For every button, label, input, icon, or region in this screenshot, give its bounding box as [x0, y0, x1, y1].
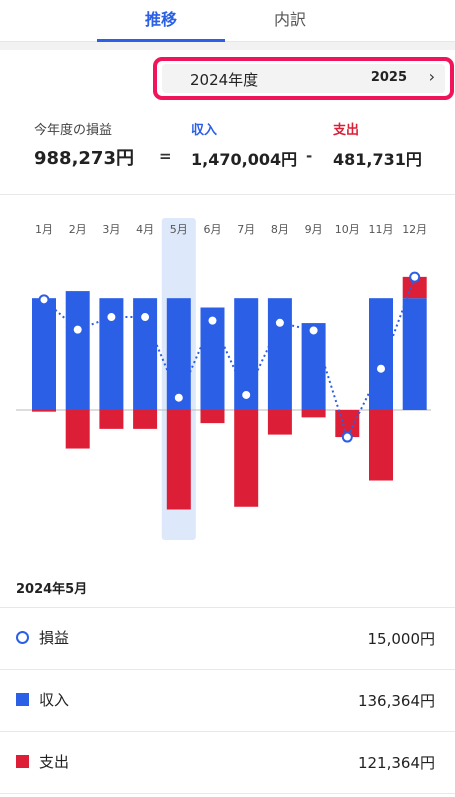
current-year-label: 2024年度 — [190, 71, 259, 89]
detail-row-income: 収入 136,364円 — [0, 669, 455, 731]
profit-point — [38, 294, 50, 306]
tab-bar: 推移 内訳 — [0, 0, 455, 42]
detail-profit-label: 損益 — [39, 629, 70, 647]
month-tick-label: 8月 — [271, 223, 289, 236]
profit-point — [309, 326, 318, 335]
expense-bar — [65, 410, 90, 449]
summary-divider — [0, 194, 455, 195]
income-bar — [369, 298, 393, 410]
profit-point — [141, 313, 150, 322]
minus-sign: - — [306, 147, 313, 165]
income-label: 収入 — [191, 123, 218, 138]
expense-square-icon — [16, 755, 29, 768]
profit-marker-icon — [16, 631, 29, 644]
profit-point — [107, 313, 116, 322]
active-tab-indicator — [97, 39, 225, 42]
income-square-icon — [16, 693, 29, 706]
month-tick-label: 7月 — [237, 223, 255, 236]
income-bar — [65, 291, 90, 410]
profit-point — [341, 431, 353, 443]
section-gap — [0, 42, 455, 50]
detail-income-label: 収入 — [39, 691, 70, 709]
income-bar — [267, 298, 292, 410]
month-tick-label: 9月 — [305, 223, 323, 236]
profit-point — [174, 393, 183, 402]
expense-value: 481,731円 — [333, 150, 422, 169]
detail-expense-label: 支出 — [39, 753, 70, 771]
fiscal-year-selector[interactable]: 2024年度 2025 › — [153, 57, 454, 100]
expense-bar — [166, 410, 191, 510]
detail-expense-value: 121,364円 — [357, 754, 435, 772]
expense-bar — [99, 410, 124, 429]
month-tick-label: 12月 — [402, 223, 427, 236]
expense-bar — [200, 410, 225, 424]
month-tick-label: 3月 — [102, 223, 120, 236]
profit-point — [73, 325, 82, 334]
profit-label: 今年度の損益 — [34, 123, 113, 138]
selected-month-title: 2024年5月 — [16, 582, 88, 597]
profit-point — [377, 364, 385, 373]
detail-row-expense: 支出 121,364円 — [0, 731, 455, 793]
profit-point — [275, 318, 284, 327]
expense-label: 支出 — [333, 123, 360, 138]
income-bar — [166, 298, 191, 410]
detail-row-profit: 損益 15,000円 — [0, 607, 455, 669]
year-selector-inner: 2024年度 2025 › — [162, 64, 445, 93]
month-tick-label: 2月 — [69, 223, 87, 236]
income-value: 1,470,004円 — [191, 150, 298, 169]
month-tick-label: 4月 — [136, 223, 154, 236]
month-tick-label: 11月 — [369, 223, 394, 236]
profit-trend-line — [43, 276, 416, 440]
expense-bar — [133, 410, 158, 429]
profit-point — [409, 271, 421, 283]
profit-point — [208, 316, 217, 325]
profit-point — [242, 390, 251, 399]
profit-value: 988,273円 — [34, 148, 134, 169]
expense-bar — [267, 410, 292, 435]
monthly-trend-chart[interactable]: 1月 2月 3月 4月 5月 6月 7月 8月 9月 10月 11月 12月 — [0, 205, 455, 545]
income-bar — [301, 323, 326, 410]
month-tick-label: 1月 — [35, 223, 53, 236]
month-tick-label: 10月 — [335, 223, 360, 236]
detail-income-value: 136,364円 — [357, 692, 435, 710]
income-bar — [402, 298, 427, 410]
expense-bar — [369, 410, 393, 481]
income-bar — [32, 298, 56, 410]
month-tick-label: 5月 — [170, 223, 188, 236]
equals-sign: = — [159, 147, 172, 165]
expense-bar — [234, 410, 259, 507]
tab-breakdown[interactable]: 内訳 — [273, 10, 306, 29]
expense-bar — [301, 410, 326, 418]
month-tick-label: 6月 — [204, 223, 222, 236]
detail-profit-value: 15,000円 — [367, 630, 436, 648]
next-year-button[interactable]: 2025 — [370, 70, 407, 85]
expense-bar — [32, 410, 56, 412]
tab-trend[interactable]: 推移 — [144, 10, 177, 29]
bottom-divider — [0, 793, 455, 794]
chevron-right-icon[interactable]: › — [428, 67, 435, 86]
